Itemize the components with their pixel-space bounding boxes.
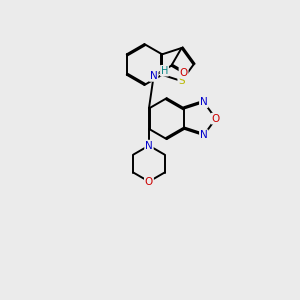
Text: N: N <box>200 130 208 140</box>
Text: H: H <box>161 66 168 76</box>
Text: O: O <box>212 114 220 124</box>
Text: S: S <box>178 76 185 86</box>
Text: N: N <box>145 141 153 151</box>
Text: N: N <box>200 97 208 107</box>
Text: O: O <box>179 68 188 78</box>
Text: N: N <box>150 71 158 81</box>
Text: O: O <box>145 177 153 187</box>
